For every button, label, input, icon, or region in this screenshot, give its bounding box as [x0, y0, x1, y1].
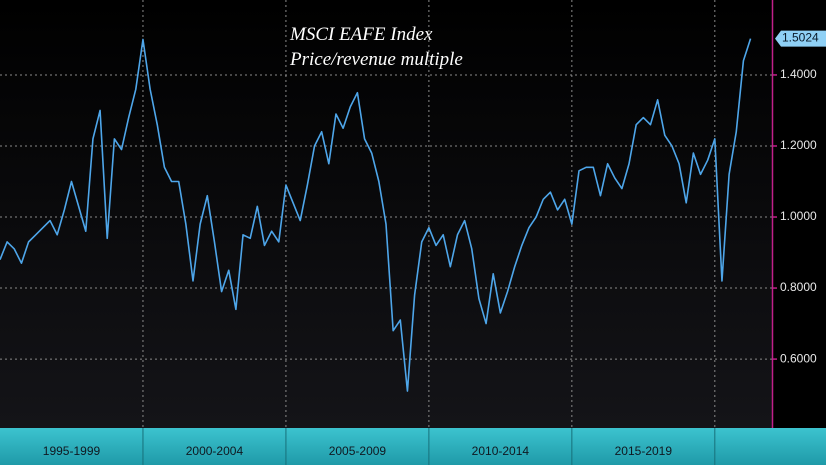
- y-tick-label: 1.4000: [780, 67, 817, 81]
- last-value-box: [775, 30, 826, 47]
- plot-area: [0, 0, 772, 428]
- x-axis-band: [0, 428, 826, 465]
- x-tick-label: 2000-2004: [186, 444, 244, 458]
- y-tick-label: 0.8000: [780, 280, 817, 294]
- chart-title: MSCI EAFE Index: [289, 24, 433, 45]
- x-tick-label: 2005-2009: [329, 444, 387, 458]
- last-value-label: 1.5024: [782, 31, 819, 45]
- x-tick-label: 1995-1999: [43, 444, 101, 458]
- y-tick-label: 0.6000: [780, 351, 817, 365]
- x-tick-label: 2015-2019: [615, 444, 673, 458]
- chart-subtitle: Price/revenue multiple: [289, 49, 463, 70]
- series-line: [0, 38, 752, 392]
- y-tick-label: 1.2000: [780, 138, 817, 152]
- y-tick-label: 1.0000: [780, 209, 817, 223]
- x-tick-label: 2010-2014: [472, 444, 530, 458]
